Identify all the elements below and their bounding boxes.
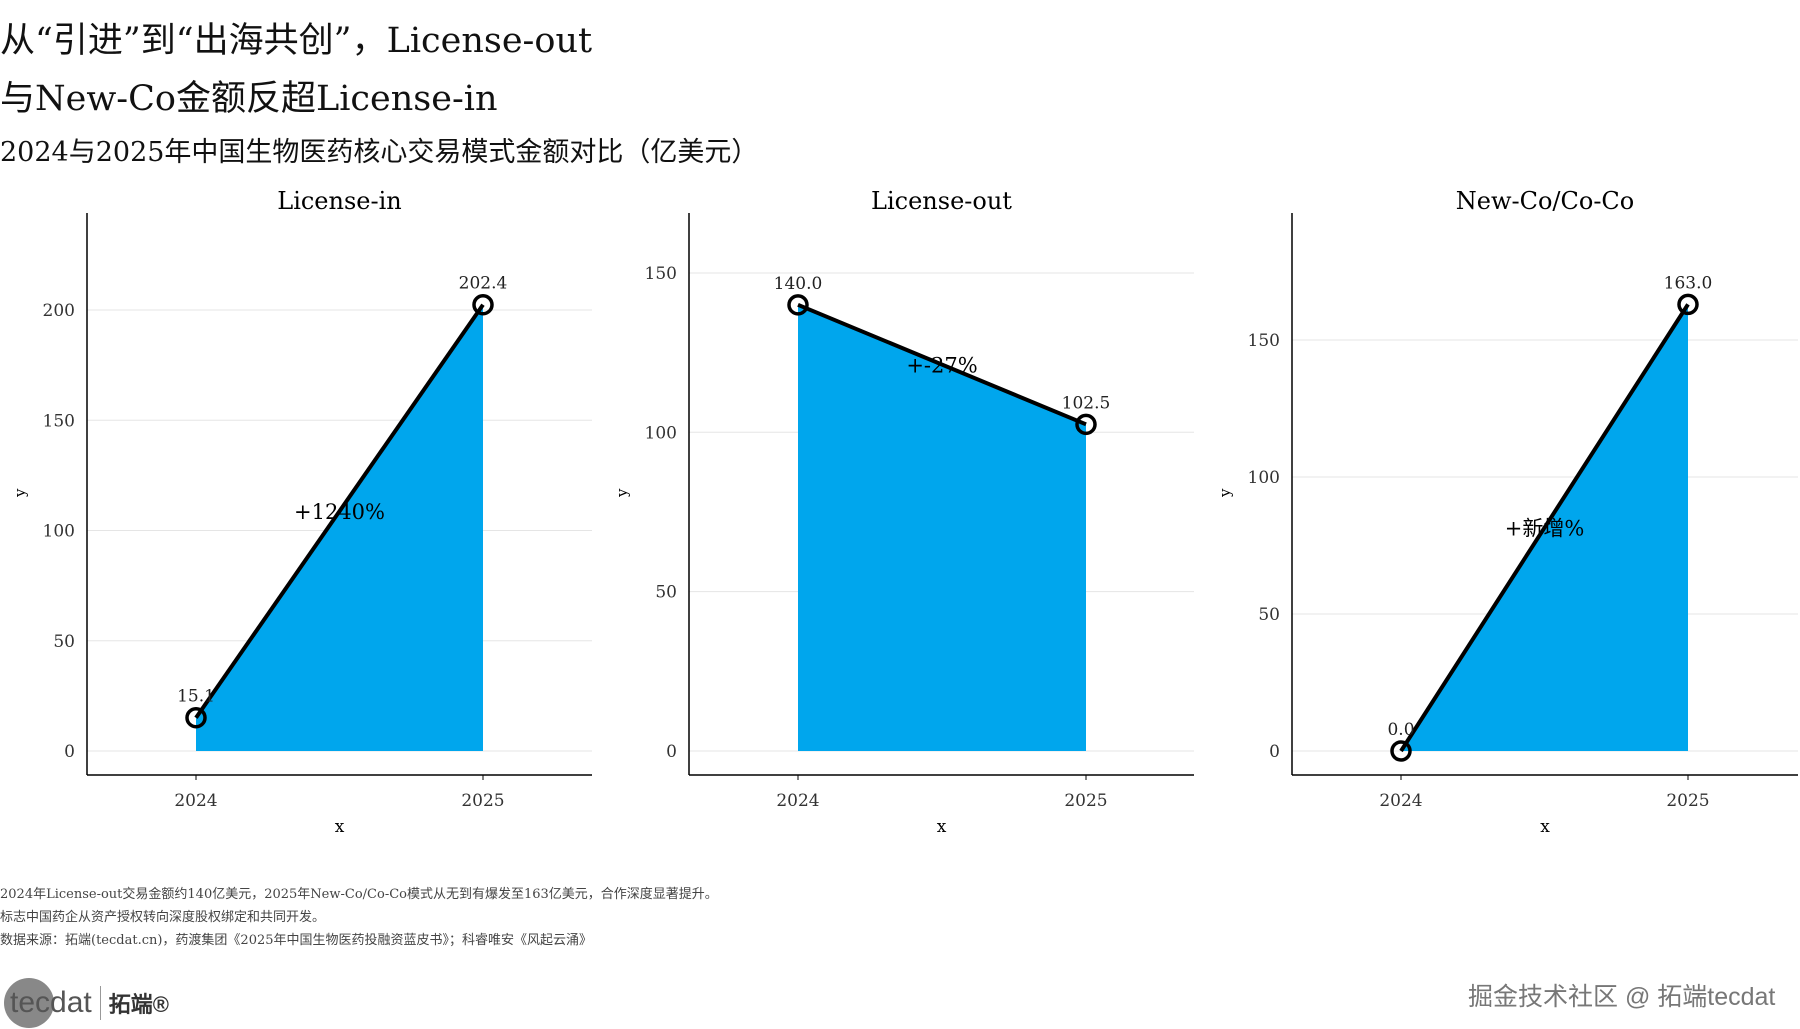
data-label: 140.0 (774, 274, 823, 294)
x-tick-label: 2024 (776, 791, 819, 811)
y-axis-label: y (613, 488, 631, 498)
y-tick-label: 50 (1258, 605, 1280, 625)
y-tick-label: 0 (666, 742, 677, 762)
x-tick-label: 2025 (461, 791, 504, 811)
data-label: 0.0 (1387, 720, 1414, 740)
y-tick-label: 50 (53, 632, 75, 652)
x-axis-label: x (1540, 817, 1550, 837)
y-tick-label: 150 (43, 411, 75, 431)
y-tick-label: 150 (1248, 331, 1280, 351)
data-point (787, 294, 809, 316)
change-annotation: +1240% (294, 500, 385, 524)
area-fill (196, 304, 483, 751)
panel-license-in: License-in 0 50 100 150 200 15.1 2024 202.4 2025 +… (11, 187, 592, 837)
data-point (472, 293, 494, 316)
area-fill (798, 304, 1086, 751)
data-label: 15.1 (177, 687, 215, 707)
logo-circle-icon (4, 978, 54, 1028)
y-axis-label: y (1216, 488, 1234, 498)
data-point (1390, 740, 1412, 762)
x-tick-label: 2024 (174, 791, 217, 811)
x-axis-label: x (937, 817, 947, 837)
y-tick-label: 100 (645, 423, 677, 443)
x-tick-label: 2024 (1379, 791, 1422, 811)
y-axis-label: y (11, 488, 29, 498)
panel-license-out: License-out 0 50 100 150 140.0 2024 102.5 2025 +-… (613, 187, 1194, 837)
note-line-2: 标志中国药企从资产授权转向深度股权绑定和共同开发。 (0, 910, 326, 925)
panel-new-co-co-co: New-Co/Co-Co 0 50 100 150 0.0 2024 163.0 2025 +新增… (1216, 187, 1798, 837)
source-note: 数据来源：拓端(tecdat.cn)，药渡集团《2025年中国生物医药投融资蓝皮… (0, 933, 593, 948)
series-line (194, 303, 485, 719)
chart-title-line2: 与New-Co金额反超License-in (0, 79, 498, 119)
y-tick-label: 0 (64, 742, 75, 762)
panel-title: License-in (277, 187, 401, 215)
chart-title-line1: 从“引进”到“出海共创”，License-out (0, 21, 593, 61)
y-tick-label: 0 (1269, 742, 1280, 762)
panel-title: License-out (871, 187, 1012, 215)
tecdat-logo: tecdat 拓端® (4, 978, 169, 1028)
x-tick-label: 2025 (1064, 791, 1107, 811)
y-tick-label: 100 (43, 522, 75, 542)
watermark: 掘金技术社区 @ 拓端tecdat (1468, 983, 1776, 1011)
data-label: 163.0 (1664, 273, 1713, 293)
change-annotation: +-27% (906, 354, 977, 378)
data-label: 102.5 (1062, 393, 1111, 413)
x-tick-label: 2025 (1666, 791, 1709, 811)
series-line (1399, 303, 1690, 753)
data-point (1075, 413, 1097, 436)
change-annotation: +新增% (1505, 517, 1585, 541)
panel-title: New-Co/Co-Co (1456, 187, 1635, 215)
note-line-1: 2024年License-out交易金额约140亿美元，2025年New-Co/… (0, 887, 718, 902)
y-tick-label: 150 (645, 264, 677, 284)
y-tick-label: 100 (1248, 468, 1280, 488)
series-line (797, 302, 1087, 427)
charts-area: License-in 0 50 100 150 200 15.1 2024 202.4 2025 +… (11, 187, 1798, 837)
data-point (185, 706, 207, 729)
chart-subtitle: 2024与2025年中国生物医药核心交易模式金额对比（亿美元） (0, 137, 759, 168)
logo-divider (99, 986, 101, 1020)
x-axis-label: x (335, 817, 345, 837)
logo-text: tecdat (10, 986, 92, 1019)
data-point (1677, 293, 1699, 316)
data-label: 202.4 (459, 274, 508, 294)
y-tick-label: 200 (43, 301, 75, 321)
logo-cn-text: 拓端® (108, 992, 169, 1017)
y-tick-label: 50 (655, 583, 677, 603)
